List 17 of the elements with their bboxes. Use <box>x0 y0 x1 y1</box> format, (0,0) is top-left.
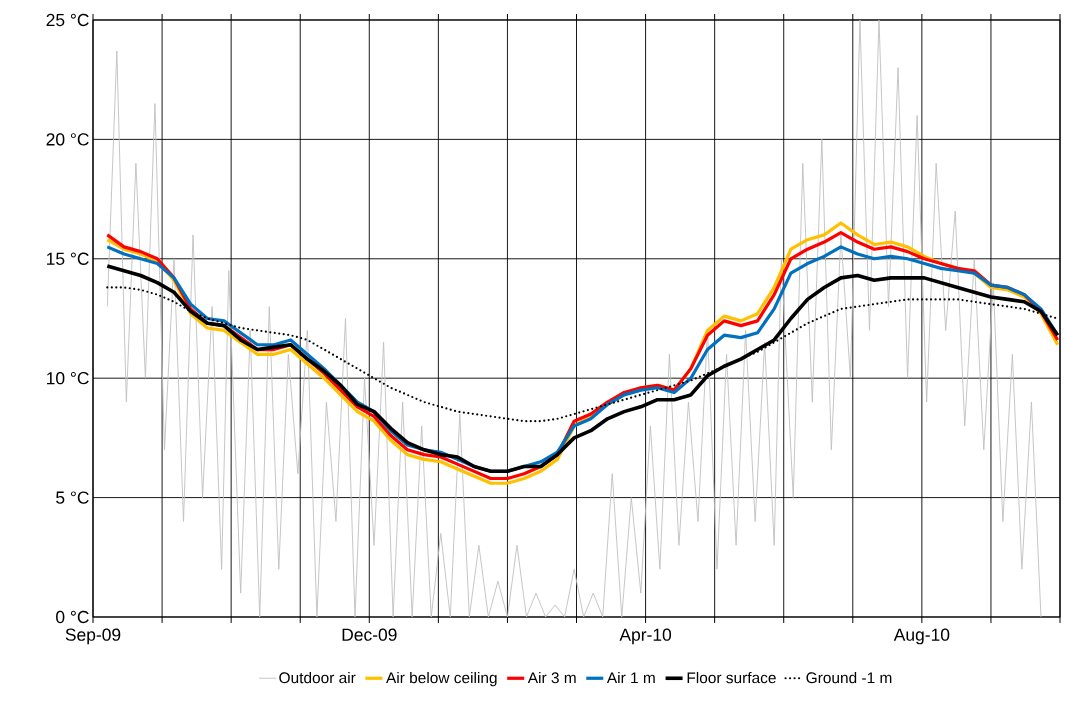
y-tick-label: 5 °C <box>56 491 89 504</box>
x-tick-label: Apr-10 <box>619 628 672 645</box>
y-tick-label: 15 °C <box>47 252 89 265</box>
line-series <box>106 19 1042 617</box>
legend-label: Air 3 m <box>527 671 576 684</box>
legend-label: Air 1 m <box>606 671 655 684</box>
y-tick-label: 0 °C <box>56 610 89 624</box>
x-tick-label: Dec-09 <box>342 628 397 641</box>
legend-label: Air below ceiling <box>386 671 497 687</box>
legend-label: Outdoor air <box>279 671 356 684</box>
x-tick-label: Aug-10 <box>893 628 950 645</box>
x-tick-label: Sep-09 <box>65 628 121 645</box>
y-tick-label: 10 °C <box>47 372 89 385</box>
y-tick-label: 20 °C <box>46 133 89 146</box>
y-tick-label: 25 °C <box>46 13 89 27</box>
legend-label: Floor surface <box>687 671 776 684</box>
legend-label: Ground -1 m <box>806 671 892 684</box>
